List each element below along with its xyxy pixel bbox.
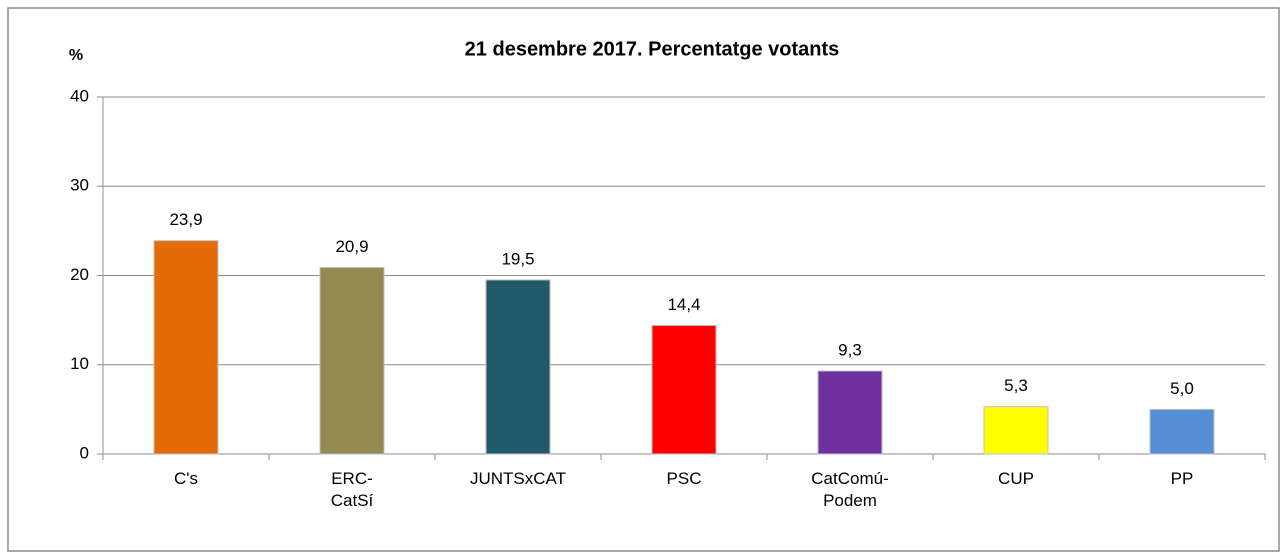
y-tick-label: 40 bbox=[70, 86, 89, 105]
bar bbox=[983, 406, 1049, 455]
bar bbox=[1149, 408, 1215, 455]
value-label: 19,5 bbox=[501, 249, 534, 268]
chart-title: 21 desembre 2017. Percentatge votants bbox=[465, 38, 840, 60]
value-label: 5,0 bbox=[1170, 379, 1194, 398]
y-axis-label: % bbox=[69, 47, 83, 64]
x-tick-label: PP bbox=[1170, 469, 1194, 488]
value-label: 5,3 bbox=[1004, 376, 1028, 395]
value-label: 20,9 bbox=[335, 237, 368, 256]
x-tick-label: C's bbox=[173, 469, 199, 488]
y-tick-label: 30 bbox=[70, 176, 89, 195]
value-label: 23,9 bbox=[169, 210, 202, 229]
bar bbox=[817, 370, 883, 455]
chart-border bbox=[7, 7, 1280, 552]
bar bbox=[651, 324, 717, 455]
value-label: 9,3 bbox=[838, 340, 862, 359]
y-tick-label: 20 bbox=[70, 265, 89, 284]
x-tick-label: JUNTSxCAT bbox=[469, 469, 566, 488]
x-tick-label: CUP bbox=[998, 469, 1034, 488]
bar bbox=[485, 279, 551, 455]
y-tick-label: 0 bbox=[80, 443, 89, 462]
bar bbox=[153, 240, 219, 455]
bar bbox=[319, 266, 385, 455]
x-tick-label: CatComú- Podem bbox=[811, 469, 889, 510]
y-tick-label: 10 bbox=[70, 354, 89, 373]
value-label: 14,4 bbox=[667, 295, 700, 314]
x-tick-label: PSC bbox=[666, 469, 702, 488]
x-tick-label: ERC- CatSí bbox=[330, 469, 374, 510]
